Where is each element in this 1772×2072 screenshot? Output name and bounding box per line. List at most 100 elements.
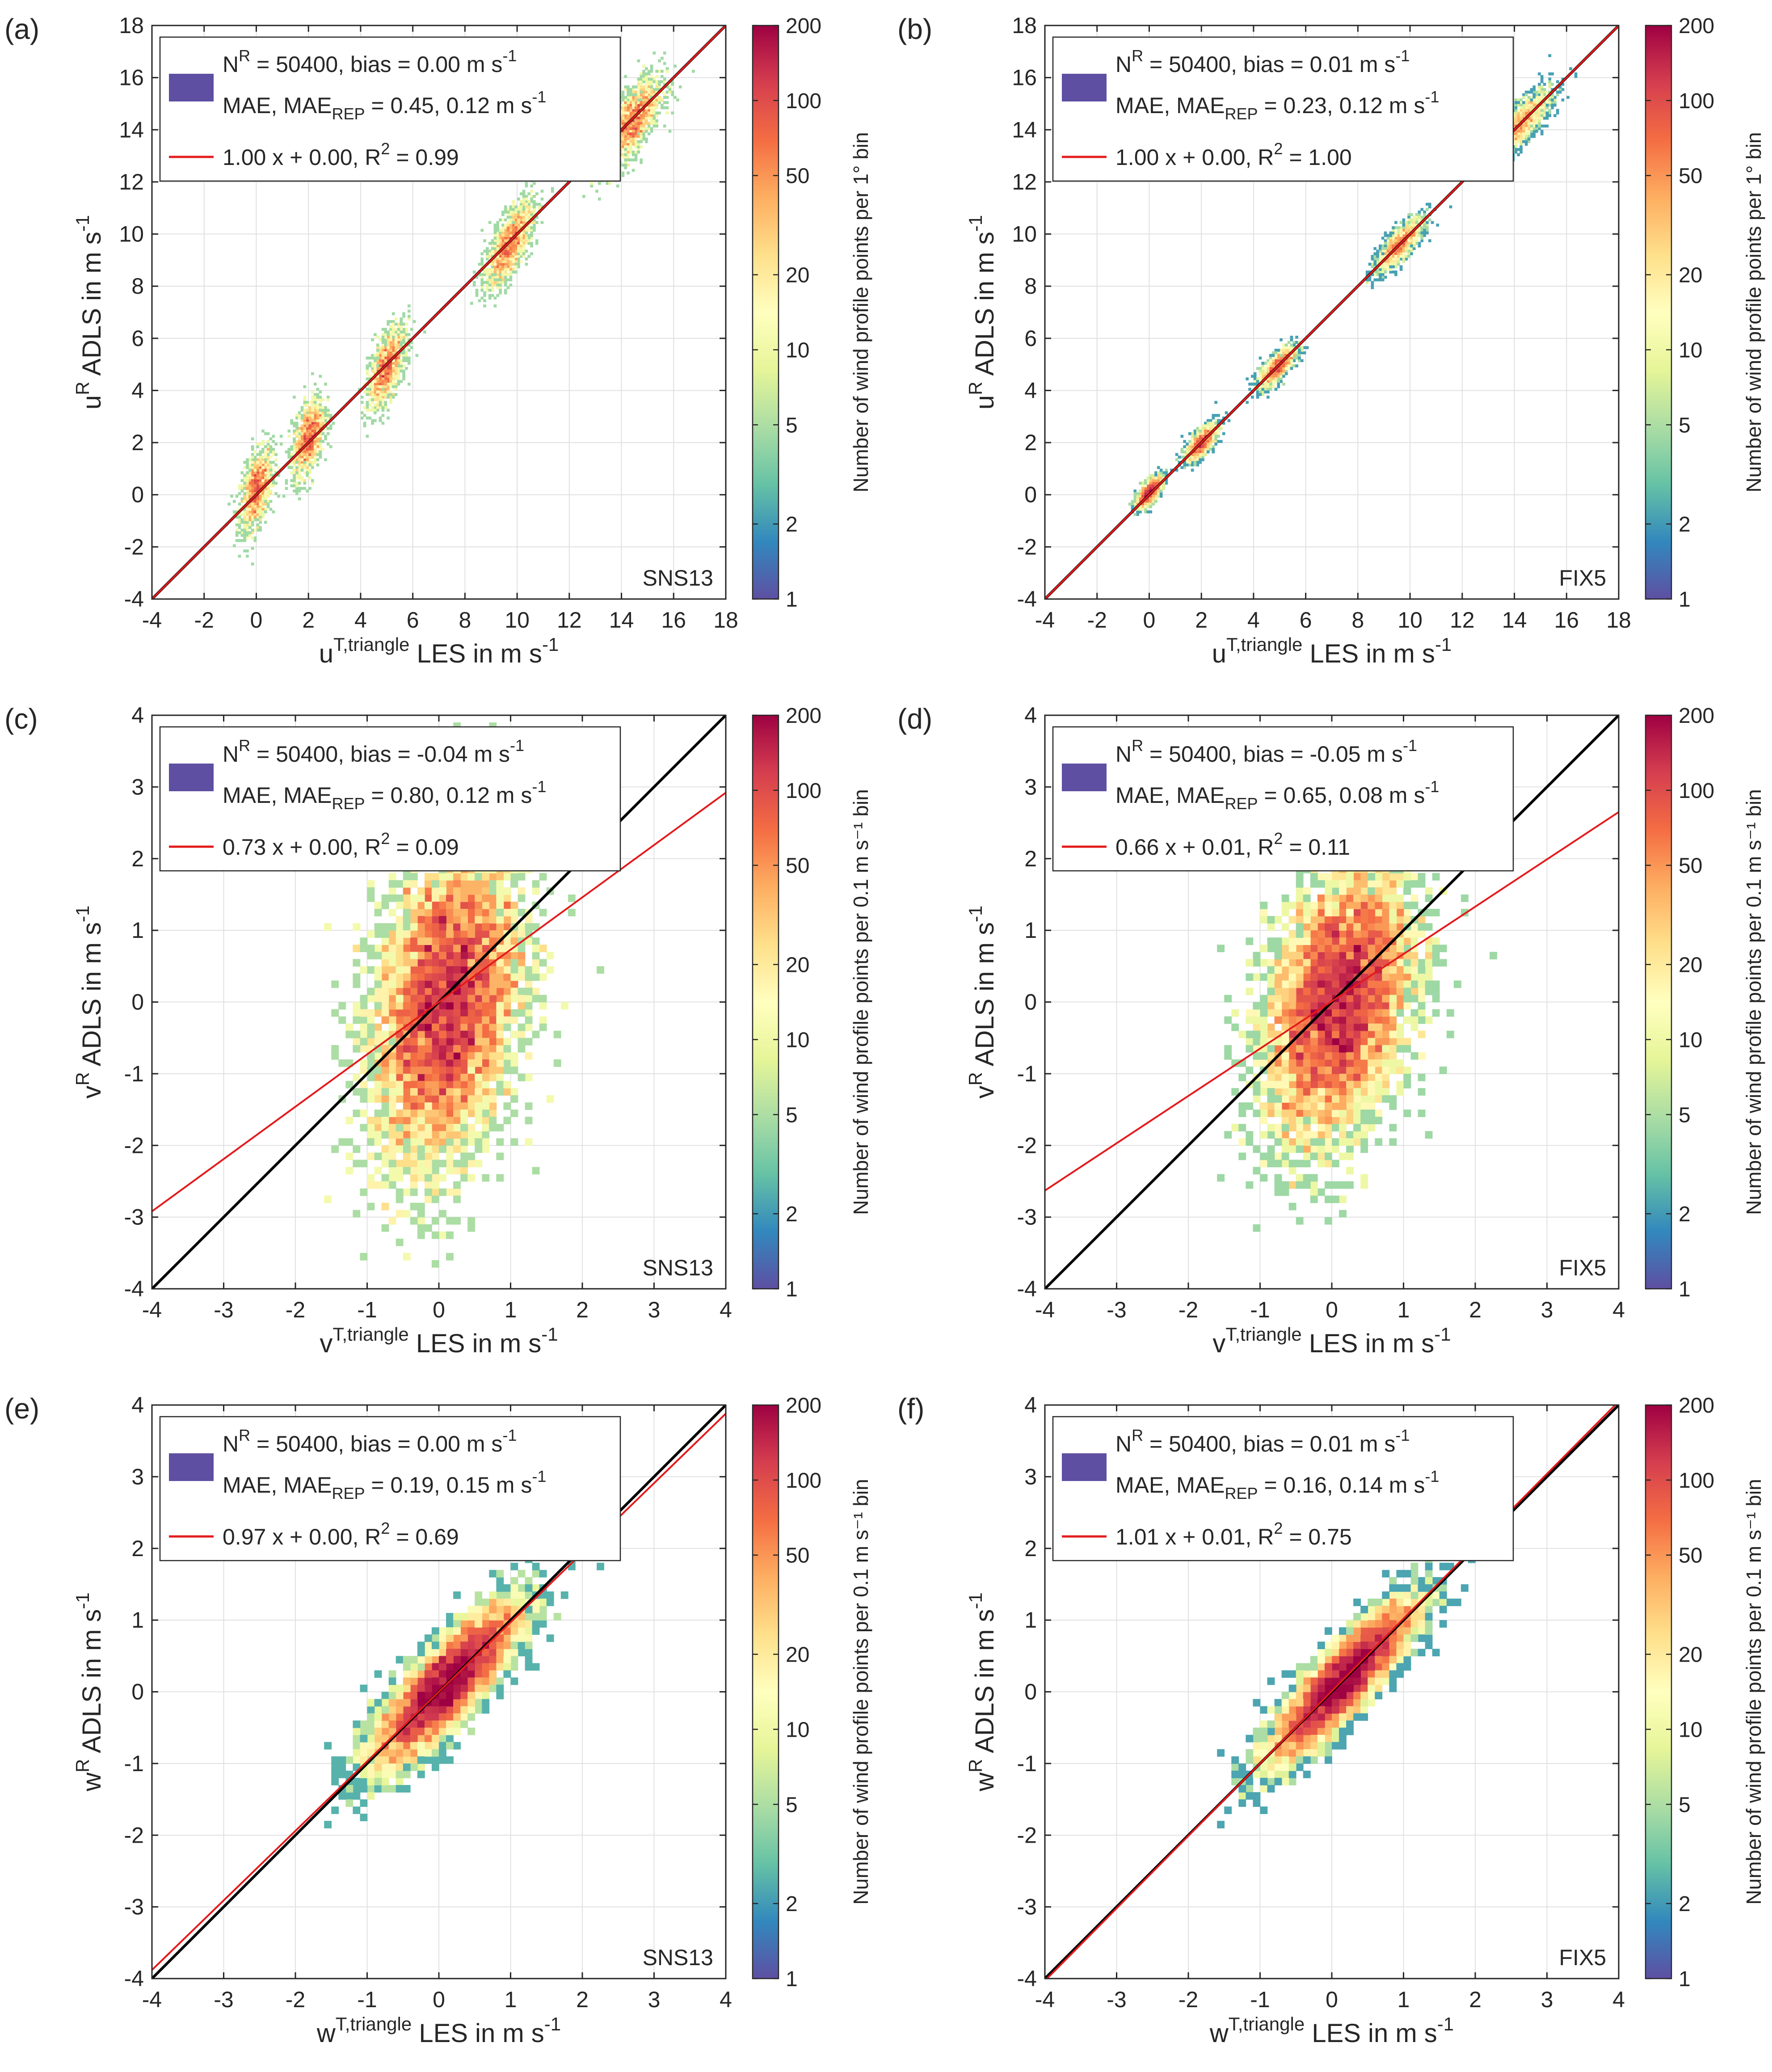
- heatmap-cell: [1271, 377, 1275, 380]
- heatmap-cell: [1402, 257, 1406, 261]
- heatmap-cell: [376, 388, 379, 391]
- heatmap-cell: [316, 443, 320, 446]
- heatmap-cell: [439, 1124, 446, 1131]
- heatmap-cell: [460, 1095, 468, 1103]
- heatmap-cell: [482, 1174, 490, 1182]
- heatmap-cell: [658, 83, 661, 86]
- heatmap-cell: [396, 1095, 404, 1103]
- heatmap-cell: [397, 322, 400, 326]
- heatmap-cell: [501, 262, 505, 266]
- heatmap-cell: [1543, 96, 1546, 99]
- heatmap-cell: [1532, 111, 1536, 115]
- heatmap-cell: [240, 534, 244, 537]
- heatmap-cell: [256, 474, 260, 477]
- heatmap-cell: [379, 393, 382, 396]
- heatmap-cell: [1290, 354, 1293, 357]
- heatmap-cell: [374, 923, 382, 931]
- heatmap-cell: [293, 450, 296, 454]
- heatmap-cell: [510, 1052, 518, 1060]
- heatmap-cell: [467, 1217, 476, 1225]
- heatmap-cell: [532, 995, 540, 1003]
- heatmap-cell: [379, 419, 382, 422]
- heatmap-cell: [381, 390, 385, 394]
- heatmap-cell: [256, 526, 260, 529]
- heatmap-cell: [650, 111, 653, 115]
- heatmap-cell: [1384, 234, 1387, 237]
- heatmap-cell: [400, 364, 403, 367]
- heatmap-cell: [460, 909, 468, 916]
- heatmap-cell: [645, 85, 648, 89]
- heatmap-cell: [397, 359, 400, 363]
- heatmap-cell: [533, 205, 536, 209]
- heatmap-cell: [403, 1253, 411, 1261]
- heatmap-cell: [1420, 236, 1424, 240]
- heatmap-cell: [504, 273, 507, 276]
- heatmap-cell: [243, 549, 246, 553]
- heatmap-cell: [482, 1059, 490, 1067]
- heatmap-cell: [512, 200, 515, 203]
- heatmap-cell: [1217, 429, 1220, 433]
- heatmap-cell: [417, 973, 425, 981]
- heatmap-cell: [518, 930, 526, 938]
- heatmap-cell: [261, 497, 265, 501]
- heatmap-cell: [1196, 443, 1200, 446]
- heatmap-cell: [272, 468, 275, 472]
- heatmap-cell: [665, 70, 669, 73]
- heatmap-cell: [1365, 281, 1369, 284]
- heatmap-cell: [424, 880, 432, 888]
- heatmap-cell: [403, 1080, 411, 1089]
- heatmap-cell: [311, 416, 314, 420]
- heatmap-cell: [525, 234, 528, 237]
- heatmap-cell: [1543, 124, 1546, 128]
- heatmap-cell: [446, 1167, 454, 1175]
- heatmap-cell: [1191, 440, 1194, 443]
- heatmap-cell: [627, 130, 630, 133]
- heatmap-cell: [1188, 447, 1191, 451]
- heatmap-cell: [1522, 114, 1525, 117]
- heatmap-cell: [381, 1066, 389, 1074]
- heatmap-cell: [489, 1066, 497, 1074]
- heatmap-cell: [251, 500, 254, 503]
- heatmap-cell: [1540, 130, 1544, 133]
- heatmap-cell: [1405, 226, 1408, 229]
- heatmap-cell: [1206, 432, 1210, 435]
- heatmap-cell: [1551, 101, 1554, 104]
- heatmap-cell: [313, 450, 317, 454]
- heatmap-cell: [535, 203, 539, 206]
- heatmap-cell: [1196, 432, 1200, 435]
- heatmap-cell: [1136, 497, 1139, 501]
- heatmap-cell: [1415, 218, 1418, 222]
- heatmap-cell: [387, 382, 390, 386]
- heatmap-cell: [1397, 262, 1400, 266]
- heatmap-cell: [311, 466, 314, 469]
- heatmap-cell: [410, 1052, 418, 1060]
- heatmap-cell: [256, 487, 260, 490]
- heatmap-cell: [482, 887, 490, 895]
- heatmap-cell: [410, 1059, 418, 1067]
- heatmap-cell: [396, 894, 404, 902]
- heatmap-cell: [1180, 450, 1184, 454]
- heatmap-cell: [376, 406, 379, 409]
- heatmap-cell: [256, 481, 260, 485]
- heatmap-cell: [389, 330, 392, 333]
- heatmap-cell: [647, 93, 651, 97]
- heatmap-cell: [640, 80, 643, 84]
- heatmap-cell: [381, 346, 385, 349]
- heatmap-cell: [621, 143, 625, 146]
- heatmap-cell: [394, 335, 398, 339]
- heatmap-cell: [1514, 98, 1518, 101]
- heatmap-cell: [629, 135, 632, 138]
- heatmap-cell: [1280, 372, 1283, 376]
- heatmap-cell: [506, 255, 510, 258]
- heatmap-cell: [1209, 419, 1212, 422]
- heatmap-cell: [1212, 450, 1215, 454]
- heatmap-cell: [308, 463, 311, 467]
- heatmap-cell: [253, 539, 257, 542]
- heatmap-cell: [1371, 265, 1374, 269]
- heatmap-cell: [388, 959, 396, 967]
- heatmap-cell: [496, 226, 500, 229]
- heatmap-cell: [1530, 98, 1533, 101]
- heatmap-cell: [1423, 228, 1426, 232]
- heatmap-cell: [313, 458, 317, 461]
- heatmap-cell: [1386, 252, 1390, 255]
